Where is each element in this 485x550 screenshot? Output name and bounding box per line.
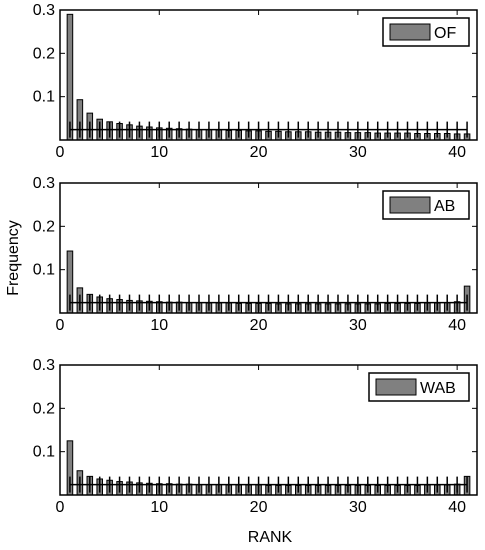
bar xyxy=(66,13,74,141)
y-tick-label: 0.2 xyxy=(33,45,55,62)
x-tick-label: 30 xyxy=(349,144,367,161)
x-tick-label: 0 xyxy=(56,317,65,334)
x-axis-title: RANK xyxy=(248,529,293,546)
legend-label: WAB xyxy=(420,380,456,397)
chart-panel-ab: 10 20 30 40 0 0.1 0.2 0.3 AB xyxy=(33,175,478,334)
legend-swatch xyxy=(375,378,417,396)
axes-frame xyxy=(59,364,478,496)
x-tick-label: 40 xyxy=(448,144,466,161)
chart-panel-wab: 10 20 30 40 0 0.1 0.2 0.3 WAB xyxy=(33,357,478,516)
y-tick-label: 0.2 xyxy=(33,400,55,417)
x-tick-label: 10 xyxy=(150,144,168,161)
x-tick-label: 20 xyxy=(250,317,268,334)
axes-frame xyxy=(59,182,478,314)
x-tick-label: 20 xyxy=(250,144,268,161)
x-tick-label: 40 xyxy=(448,317,466,334)
legend-label: AB xyxy=(434,198,455,215)
y-tick-label: 0.3 xyxy=(33,175,55,192)
chart-panels: 10 20 30 40 0 0.1 0.2 0.3 OF 10 20 30 40 0 0.1 0.2 0.3 AB… xyxy=(33,2,478,516)
y-tick-label: 0.1 xyxy=(33,89,55,106)
x-tick-label: 20 xyxy=(250,499,268,516)
y-tick-label: 0.1 xyxy=(33,444,55,461)
y-tick-label: 0.3 xyxy=(33,357,55,374)
x-tick-label: 40 xyxy=(448,499,466,516)
legend-swatch xyxy=(389,196,431,214)
x-tick-label: 30 xyxy=(349,317,367,334)
legend-swatch xyxy=(389,23,431,41)
x-tick-label: 10 xyxy=(150,499,168,516)
axes-frame xyxy=(59,9,478,141)
y-tick-label: 0.3 xyxy=(33,2,55,19)
y-tick-label: 0.1 xyxy=(33,262,55,279)
x-tick-label: 0 xyxy=(56,499,65,516)
chart-panel-of: 10 20 30 40 0 0.1 0.2 0.3 OF xyxy=(33,2,478,161)
legend-label: OF xyxy=(434,25,456,42)
x-tick-label: 10 xyxy=(150,317,168,334)
y-axis-title: Frequency xyxy=(5,220,22,296)
y-tick-label: 0.2 xyxy=(33,218,55,235)
x-tick-label: 30 xyxy=(349,499,367,516)
x-tick-label: 0 xyxy=(56,144,65,161)
